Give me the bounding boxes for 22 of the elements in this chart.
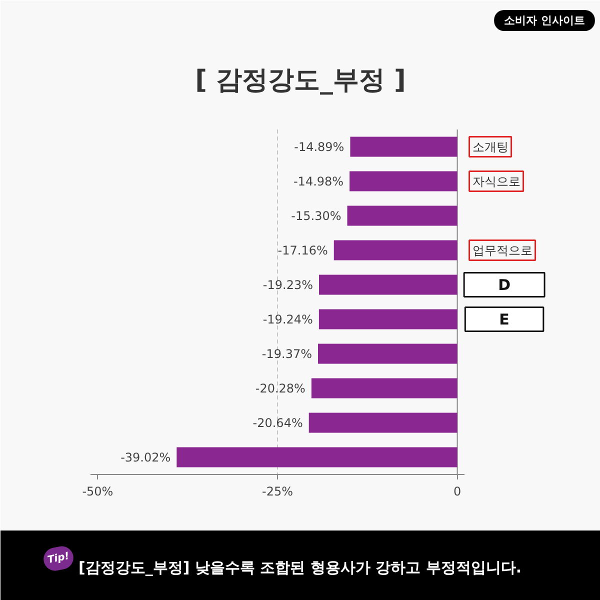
y-tick-label: E bbox=[499, 310, 510, 328]
data-label: -14.89% bbox=[294, 140, 344, 154]
data-label: -39.02% bbox=[120, 450, 171, 464]
data-label: -19.23% bbox=[262, 278, 314, 292]
data-label: -19.37% bbox=[262, 346, 312, 361]
data-label: -17.16% bbox=[278, 243, 328, 258]
data-label: -19.24% bbox=[262, 312, 313, 326]
x-tick-label: 0 bbox=[453, 484, 462, 498]
data-label: -14.98% bbox=[293, 174, 344, 188]
y-tick-label: 소개팅 bbox=[472, 140, 508, 154]
data-label: -20.64% bbox=[252, 416, 303, 430]
data-label: -20.28% bbox=[255, 381, 306, 396]
y-tick-label: 업무적으로 bbox=[472, 243, 532, 258]
text: [감정강도_부정] 낮을수록 조합된 형용사가 강하고 부정적입니다. bbox=[78, 558, 522, 576]
y-tick-label: 자식으로 bbox=[472, 174, 520, 188]
x-tick-label: -50% bbox=[82, 484, 114, 498]
y-tick-label: D bbox=[498, 276, 511, 294]
chart-title: [ 감정강도_부정 ] bbox=[195, 66, 406, 96]
text: 소비자 인사이트 bbox=[504, 14, 585, 27]
data-label: -15.30% bbox=[291, 208, 342, 223]
text: Tip! bbox=[46, 550, 70, 566]
x-tick-label: -25% bbox=[262, 484, 294, 498]
